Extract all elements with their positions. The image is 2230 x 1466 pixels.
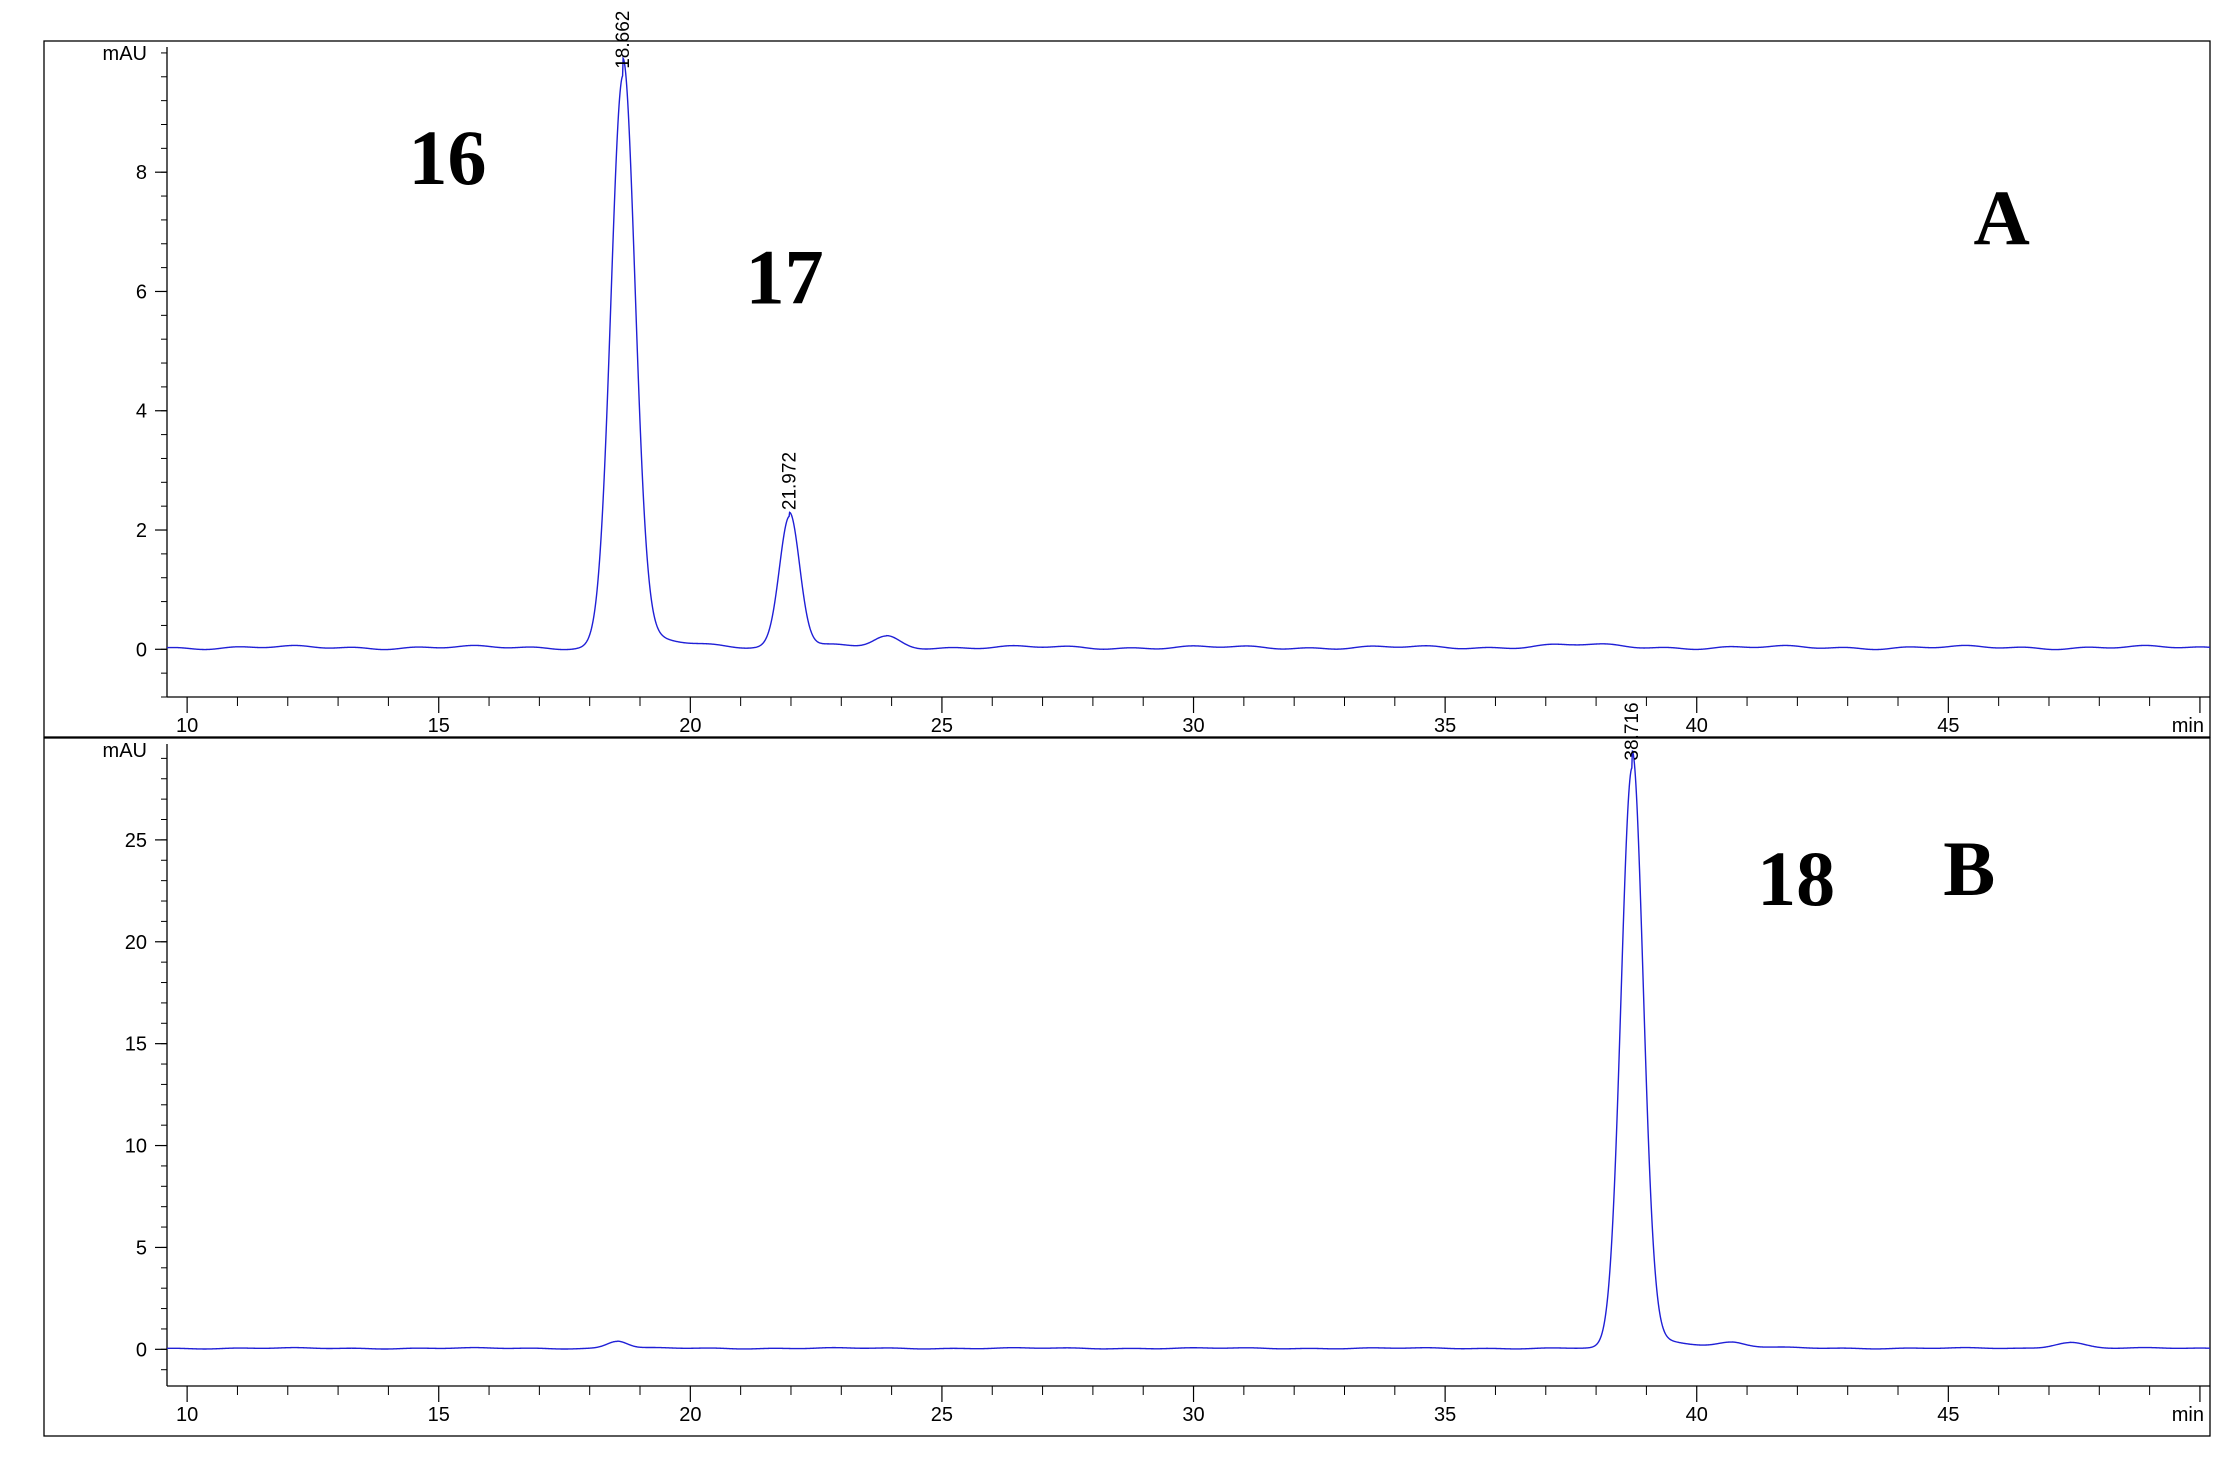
y-tick-label: 4 <box>136 401 147 423</box>
x-tick-label: 45 <box>1937 715 1959 737</box>
chart-panel-B: 0 5 10 15 20 25 mAU 10 15 20 25 30 35 40 45 min 38.716 18… <box>43 702 2211 1437</box>
chart-panel-A: 0 2 4 6 8 mAU 10 15 20 25 30 35 40 45 min 18.662 21.972 1… <box>43 11 2211 738</box>
x-tick-label: 15 <box>428 715 450 737</box>
chromatogram-trace <box>166 750 2211 1350</box>
peak-retention-label: 21.972 <box>780 452 801 510</box>
y-tick-label: 2 <box>136 520 147 542</box>
x-tick-label: 25 <box>931 1404 953 1426</box>
y-axis-label: mAU <box>103 740 147 762</box>
x-tick-label: 30 <box>1182 1404 1204 1426</box>
x-tick-label: 10 <box>176 1404 198 1426</box>
x-tick-label: 35 <box>1434 715 1456 737</box>
peak-retention-label: 18.662 <box>613 11 634 69</box>
y-tick-label: 0 <box>136 639 147 661</box>
y-tick-label: 6 <box>136 281 147 303</box>
x-tick-label: 40 <box>1686 1404 1708 1426</box>
x-tick-label: 35 <box>1434 1404 1456 1426</box>
y-tick-label: 20 <box>125 932 147 954</box>
panel-frame <box>43 737 2211 1437</box>
x-tick-label: 10 <box>176 715 198 737</box>
y-tick-label: 8 <box>136 162 147 184</box>
x-tick-label: 15 <box>428 1404 450 1426</box>
compound-number-label: 16 <box>409 114 487 201</box>
x-tick-label: 20 <box>679 715 701 737</box>
y-axis-label: mAU <box>103 43 147 65</box>
panel-frame <box>43 40 2211 738</box>
x-tick-label: 40 <box>1686 715 1708 737</box>
x-tick-label: 20 <box>679 1404 701 1426</box>
x-axis-label: min <box>2172 715 2204 737</box>
compound-number-label: 18 <box>1757 835 1835 922</box>
y-tick-label: 5 <box>136 1237 147 1259</box>
y-tick-label: 10 <box>125 1136 147 1158</box>
x-tick-label: 30 <box>1182 715 1204 737</box>
peak-retention-label: 38.716 <box>1622 702 1643 760</box>
x-tick-label: 25 <box>931 715 953 737</box>
compound-number-label: 17 <box>746 233 824 320</box>
y-tick-label: 15 <box>125 1034 147 1056</box>
x-tick-label: 45 <box>1937 1404 1959 1426</box>
y-tick-label: 25 <box>125 830 147 852</box>
x-axis-label: min <box>2172 1404 2204 1426</box>
y-tick-label: 0 <box>136 1339 147 1361</box>
chromatogram-trace <box>166 55 2211 651</box>
panel-letter-label: A <box>1973 174 2029 261</box>
panel-letter-label: B <box>1943 825 1995 912</box>
